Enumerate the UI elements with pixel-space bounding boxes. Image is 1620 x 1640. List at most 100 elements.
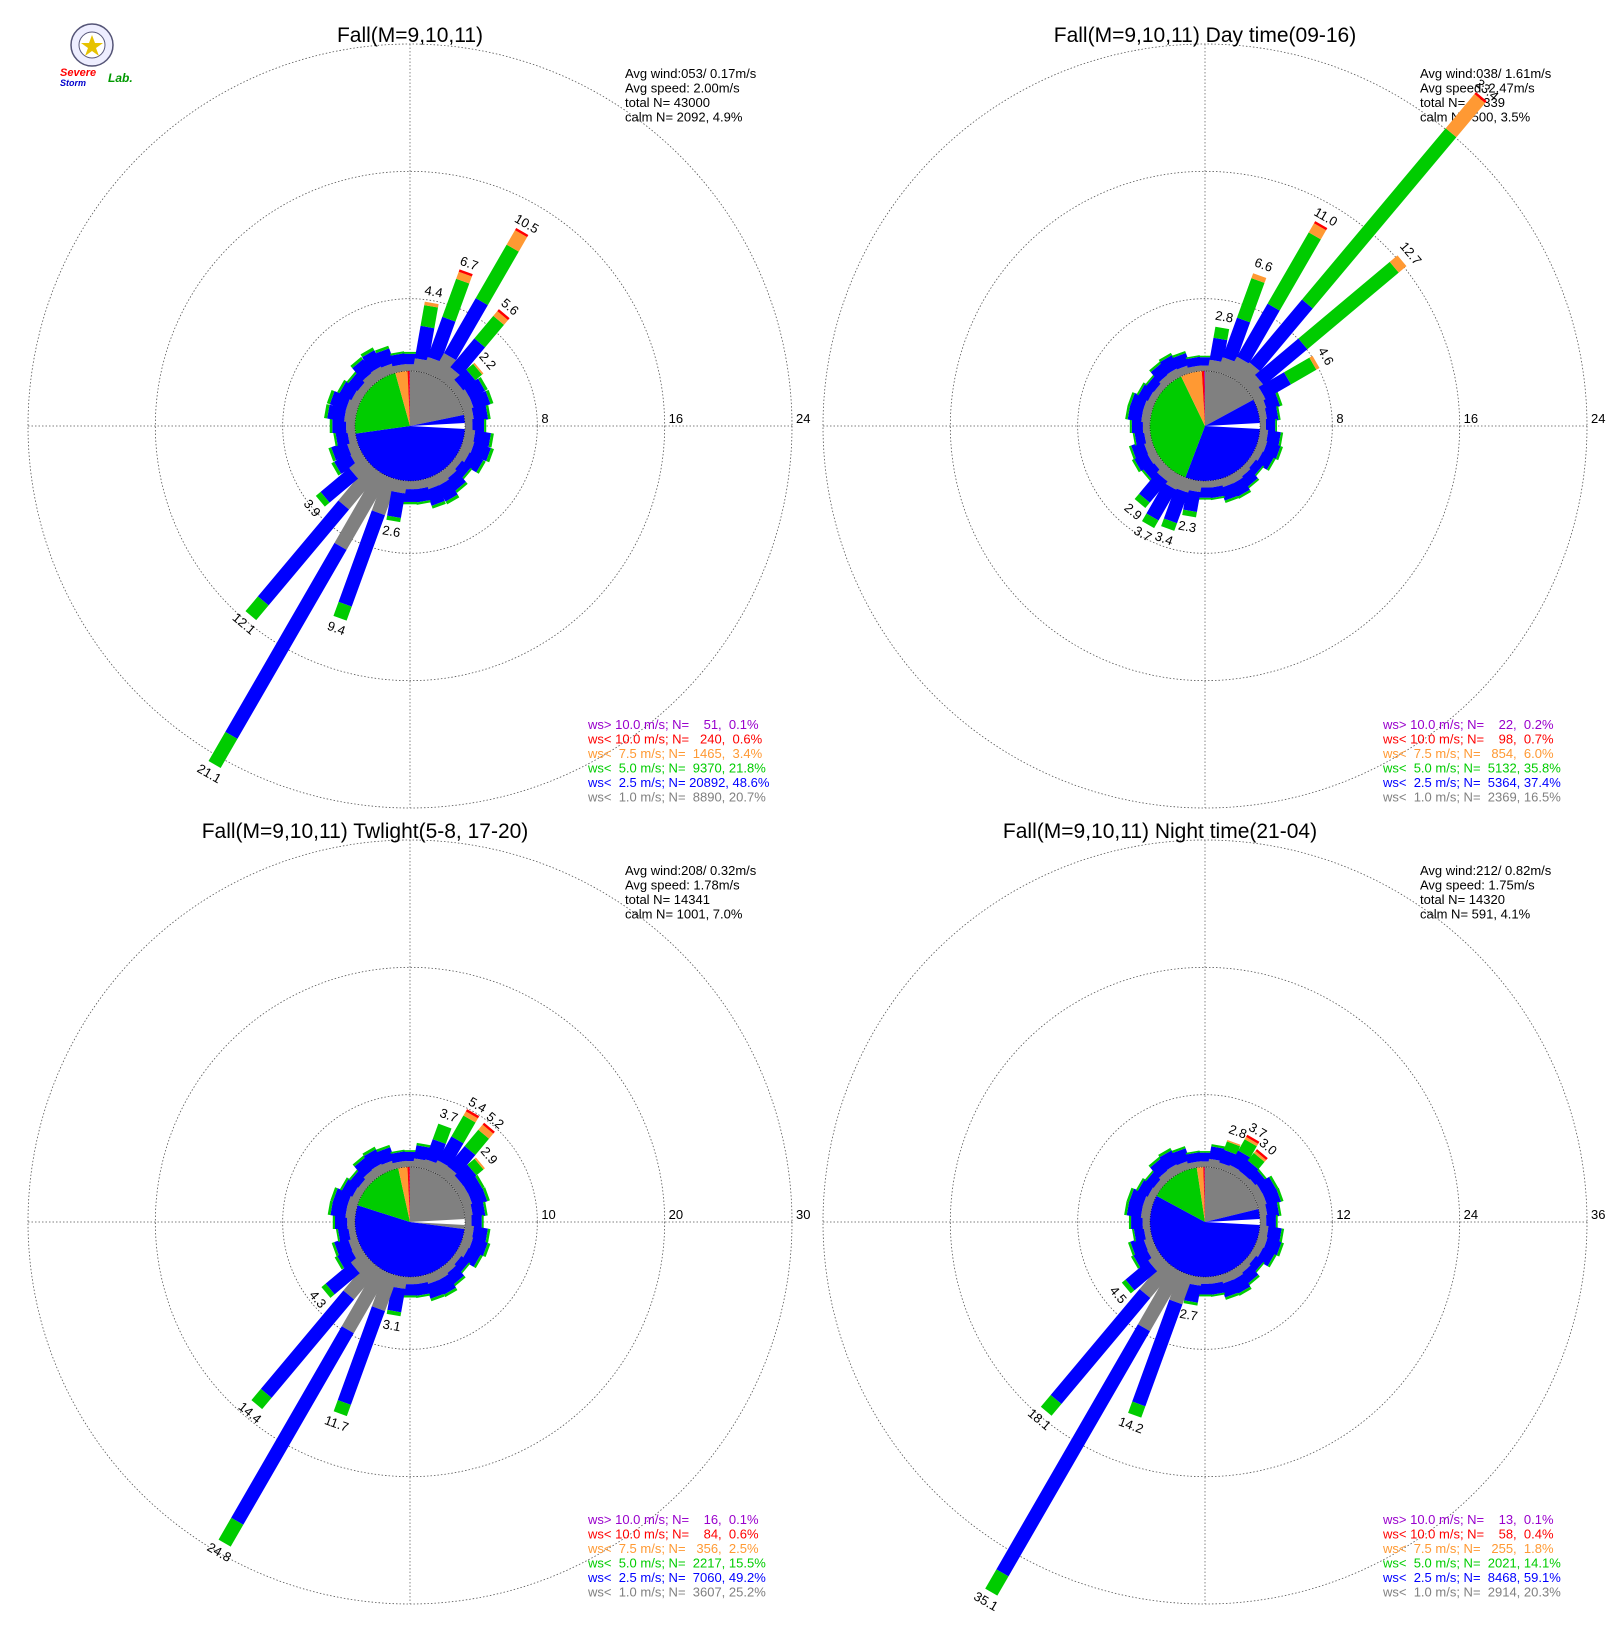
minor-bar-segment <box>376 1144 391 1152</box>
direction-bar-segment <box>427 316 456 362</box>
direction-bar-segment <box>1249 386 1266 405</box>
minor-bar-segment <box>1269 1175 1279 1190</box>
pie-calm <box>1205 423 1260 429</box>
minor-bar-segment <box>1254 1261 1265 1274</box>
minor-bar-segment <box>1266 1226 1282 1243</box>
ring-label: 8 <box>541 411 548 426</box>
minor-bar-segment <box>468 1188 488 1207</box>
minor-bar-segment <box>1198 497 1212 500</box>
direction-bar-segment <box>447 379 464 397</box>
minor-bar-segment <box>1265 419 1276 433</box>
direction-bar-segment <box>1244 1136 1259 1147</box>
pie-slice <box>355 414 465 481</box>
direction-bar-segment <box>467 1158 484 1176</box>
minor-bar-segment <box>1133 1225 1146 1242</box>
bar-value-label: 2.3 <box>1177 518 1197 536</box>
legend-entry: ws< 1.0 m/s; N= 8890, 20.7% <box>587 790 766 805</box>
direction-bar-segment <box>443 298 488 361</box>
direction-bar-segment <box>456 271 472 284</box>
direction-bar-segment <box>334 470 389 550</box>
direction-bar-segment <box>325 1262 360 1295</box>
pie-slice <box>1196 1167 1205 1222</box>
windrose-panel-3: 10 20 30 Fall(M=9,10,11) Twlight(5-8, 17-20… <box>27 820 810 1605</box>
bar-value-label: 4.6 <box>1315 345 1337 368</box>
range-ring <box>1077 1094 1333 1350</box>
direction-bar-segment <box>251 1388 272 1410</box>
minor-bar-segment <box>416 500 431 505</box>
direction-bar-segment <box>506 230 528 252</box>
direction-bar-segment <box>1236 278 1265 323</box>
direction-bar-segment <box>1139 472 1168 503</box>
direction-bar-segment <box>1251 273 1267 283</box>
ring-label: 30 <box>796 1207 810 1222</box>
direction-bar-segment <box>474 315 504 348</box>
direction-bar-segment <box>338 463 381 510</box>
minor-bar-segment <box>1187 1160 1203 1170</box>
legend-entry: ws< 7.5 m/s; N= 255, 1.8% <box>1382 1541 1554 1556</box>
minor-bar-segment <box>1131 458 1142 473</box>
minor-bar-segment <box>485 405 491 420</box>
info-avg-wind: Avg wind:038/ 1.61m/s <box>1420 66 1552 81</box>
legend-entry: ws< 10.0 m/s; N= 240, 0.6% <box>587 732 763 747</box>
direction-bar-segment <box>1050 1289 1151 1404</box>
minor-bar-segment <box>403 353 417 365</box>
legend-entry: ws< 10.0 m/s; N= 84, 0.6% <box>587 1527 759 1542</box>
minor-bar-segment <box>1225 1292 1240 1300</box>
minor-bar-segment <box>1210 1292 1225 1297</box>
direction-bar-segment <box>1308 223 1327 240</box>
minor-bar-segment <box>334 1256 345 1270</box>
minor-bar-segment <box>330 1187 338 1202</box>
pie-slice <box>410 371 464 426</box>
direction-bar-segment <box>245 596 269 621</box>
minor-bar-segment <box>1238 1286 1252 1296</box>
direction-bar-segment <box>1389 255 1407 273</box>
minor-bar-segment <box>1276 1242 1285 1257</box>
minor-bar-segment <box>403 501 417 505</box>
direction-bar-segment <box>493 311 509 325</box>
direction-bar-segment <box>1309 355 1320 370</box>
minor-bar-segment <box>472 419 485 433</box>
ring-label: 8 <box>1336 411 1343 426</box>
info-calm: calm N= 591, 4.1% <box>1420 907 1531 922</box>
minor-bar-segment <box>1172 1148 1190 1166</box>
minor-bar-segment <box>463 378 486 400</box>
pie-outline <box>354 370 466 482</box>
minor-bar-segment <box>1126 1187 1134 1202</box>
minor-bar-segment <box>483 1201 488 1216</box>
minor-bar-segment <box>376 348 395 368</box>
minor-bar-segment <box>392 363 408 374</box>
minor-bar-segment <box>377 1147 395 1165</box>
minor-bar-segment <box>1148 1156 1161 1168</box>
minor-bar-segment <box>1209 1146 1226 1162</box>
direction-bar-segment <box>386 1309 402 1317</box>
minor-bar-segment <box>476 460 486 474</box>
direction-bar-tip <box>1246 1134 1260 1144</box>
direction-bar-segment <box>996 1324 1151 1577</box>
bar-value-label: 4.4 <box>424 283 444 301</box>
minor-bar-segment <box>1208 485 1225 499</box>
direction-bar-segment <box>473 362 484 375</box>
range-ring <box>1077 298 1333 554</box>
minor-bar-segment <box>1136 382 1146 396</box>
minor-bar-segment <box>1131 1227 1136 1242</box>
bar-value-label: 2.8 <box>1214 308 1234 326</box>
minor-bar-segment <box>362 350 384 373</box>
minor-bar-segment <box>327 1200 333 1216</box>
minor-bar-segment <box>1158 352 1173 363</box>
direction-bar-segment <box>333 1400 351 1417</box>
direction-bar-segment <box>447 1175 464 1193</box>
minor-bar-segment <box>403 351 417 354</box>
direction-bar-segment <box>349 455 373 479</box>
info-total: total N= 43000 <box>625 95 710 110</box>
minor-bar-segment <box>1220 1279 1239 1298</box>
minor-bar-segment <box>484 419 487 433</box>
ring-label: 12 <box>1336 1207 1350 1222</box>
minor-bar-segment <box>425 485 445 506</box>
pie-slice <box>1203 1167 1205 1222</box>
legend-entry: ws< 2.5 m/s; N= 20892, 48.6% <box>587 775 770 790</box>
legend-entry: ws< 5.0 m/s; N= 9370, 21.8% <box>587 761 766 776</box>
minor-bar-segment <box>1172 353 1191 370</box>
windrose-panel-2: 8 16 24 Fall(M=9,10,11) Day time(09-16) Avg … <box>822 24 1605 809</box>
minor-bar-segment <box>1265 406 1279 423</box>
direction-bar-segment <box>1169 1271 1193 1305</box>
